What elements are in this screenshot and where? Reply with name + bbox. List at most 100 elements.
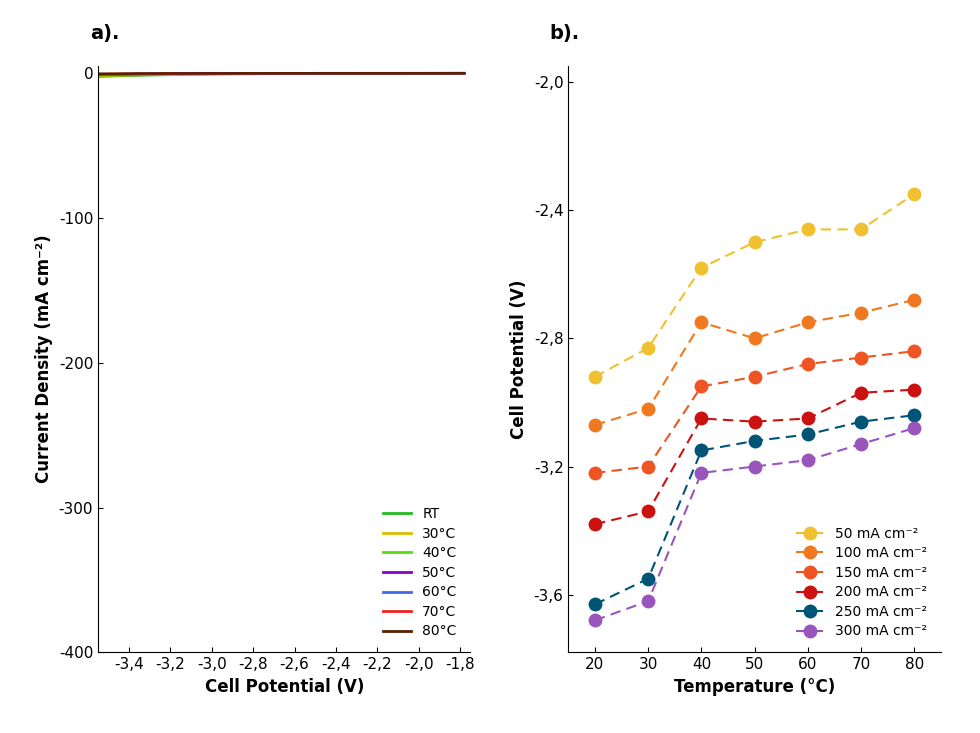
250 mA cm⁻² [856,417,867,426]
100 mA cm⁻² [642,405,654,413]
100 mA cm⁻² [589,421,601,430]
80°C [384,69,396,78]
70°C [254,69,266,78]
Line: 50°C: 50°C [98,73,465,75]
30°C [240,70,252,78]
200 mA cm⁻² [589,520,601,528]
60°C [240,69,252,78]
70°C [129,70,141,78]
50°C [344,69,356,78]
RT [377,69,389,78]
250 mA cm⁻² [908,411,920,420]
300 mA cm⁻² [589,616,601,625]
Line: 60°C: 60°C [98,73,465,75]
100 mA cm⁻² [856,309,867,317]
80°C [92,70,104,78]
200 mA cm⁻² [908,386,920,394]
40°C [459,69,470,78]
RT [384,69,396,78]
80°C [459,69,470,78]
Line: RT: RT [98,73,465,77]
60°C [377,69,389,78]
60°C [459,69,470,78]
200 mA cm⁻² [642,507,654,516]
30°C [459,69,470,78]
70°C [459,69,470,78]
80°C [344,69,356,78]
50 mA cm⁻² [589,372,601,381]
RT [92,73,104,81]
50°C [377,69,389,78]
40°C [384,69,396,78]
Y-axis label: Cell Potential (V): Cell Potential (V) [511,279,528,439]
30°C [254,69,266,78]
300 mA cm⁻² [856,440,867,449]
150 mA cm⁻² [908,347,920,356]
Line: 100 mA cm⁻²: 100 mA cm⁻² [588,293,921,432]
30°C [129,70,141,79]
150 mA cm⁻² [642,462,654,471]
70°C [344,69,356,78]
70°C [240,69,252,78]
250 mA cm⁻² [749,436,760,445]
Line: 250 mA cm⁻²: 250 mA cm⁻² [588,408,921,611]
30°C [377,69,389,78]
200 mA cm⁻² [749,417,760,426]
30°C [384,69,396,78]
Legend: 50 mA cm⁻², 100 mA cm⁻², 150 mA cm⁻², 200 mA cm⁻², 250 mA cm⁻², 300 mA cm⁻²: 50 mA cm⁻², 100 mA cm⁻², 150 mA cm⁻², 20… [789,520,934,646]
150 mA cm⁻² [589,468,601,477]
100 mA cm⁻² [749,334,760,343]
50°C [129,70,141,78]
200 mA cm⁻² [802,414,813,423]
40°C [344,69,356,78]
Text: a).: a). [90,23,120,43]
60°C [384,69,396,78]
300 mA cm⁻² [802,456,813,465]
200 mA cm⁻² [856,388,867,397]
40°C [129,70,141,79]
40°C [254,69,266,78]
X-axis label: Cell Potential (V): Cell Potential (V) [205,678,364,696]
60°C [92,70,104,79]
40°C [377,69,389,78]
Line: 200 mA cm⁻²: 200 mA cm⁻² [588,383,921,531]
Line: 50 mA cm⁻²: 50 mA cm⁻² [588,187,921,384]
300 mA cm⁻² [642,597,654,605]
50°C [92,70,104,79]
50 mA cm⁻² [856,225,867,234]
RT [459,69,470,78]
80°C [377,69,389,78]
80°C [240,69,252,78]
300 mA cm⁻² [749,462,760,471]
60°C [344,69,356,78]
Line: 30°C: 30°C [98,73,465,75]
40°C [92,71,104,80]
Y-axis label: Current Density (mA cm⁻²): Current Density (mA cm⁻²) [35,235,53,484]
50 mA cm⁻² [802,225,813,234]
50 mA cm⁻² [642,344,654,353]
60°C [254,69,266,78]
70°C [384,69,396,78]
250 mA cm⁻² [696,446,708,455]
300 mA cm⁻² [908,424,920,432]
80°C [254,69,266,78]
70°C [377,69,389,78]
RT [344,69,356,78]
X-axis label: Temperature (°C): Temperature (°C) [674,678,835,696]
50°C [384,69,396,78]
Text: b).: b). [550,23,580,43]
Line: 70°C: 70°C [98,73,465,74]
150 mA cm⁻² [749,372,760,381]
100 mA cm⁻² [802,318,813,327]
50°C [459,69,470,78]
50 mA cm⁻² [908,190,920,199]
300 mA cm⁻² [696,468,708,477]
RT [129,71,141,80]
Legend: RT, 30°C, 40°C, 50°C, 60°C, 70°C, 80°C: RT, 30°C, 40°C, 50°C, 60°C, 70°C, 80°C [376,500,464,646]
50 mA cm⁻² [696,263,708,272]
50°C [254,69,266,78]
150 mA cm⁻² [856,353,867,362]
30°C [92,71,104,80]
RT [254,70,266,78]
RT [240,70,252,78]
